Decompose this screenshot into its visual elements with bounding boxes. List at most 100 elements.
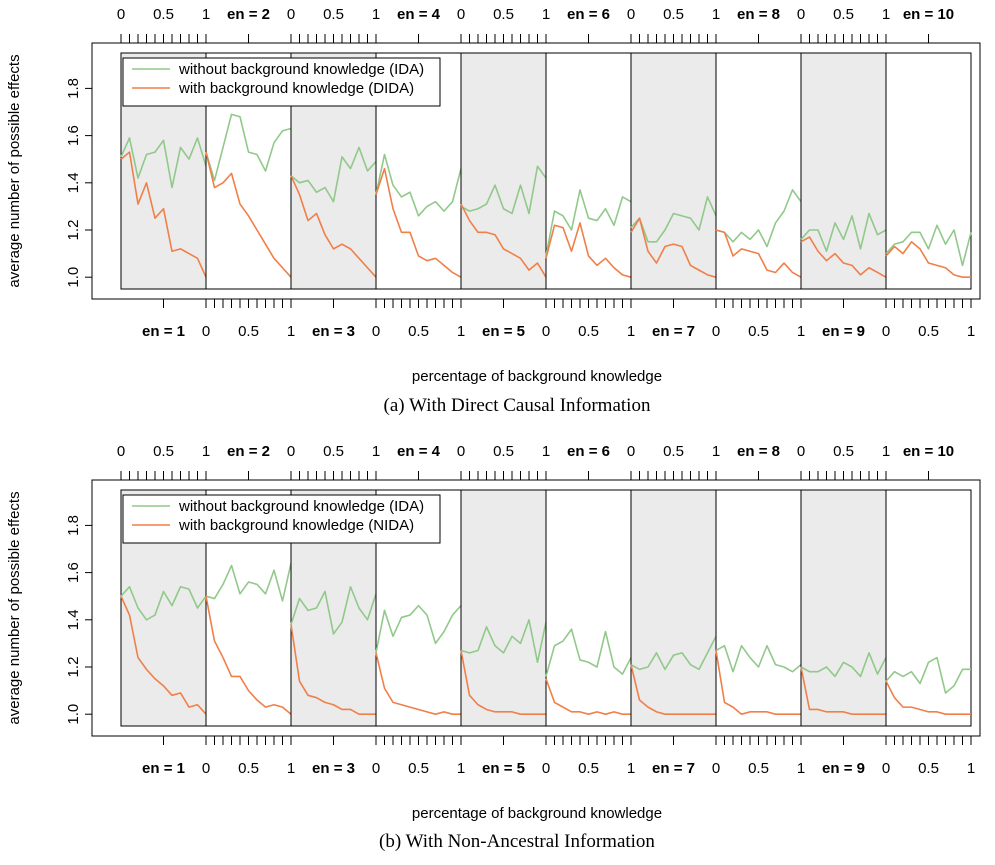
x-tick-label: 1	[967, 760, 975, 777]
x-tick-label: 0	[287, 443, 295, 460]
series-line-nida	[715, 650, 801, 716]
panel-label: en = 7	[652, 323, 695, 340]
legend-entry: with background knowledge (NIDA)	[178, 517, 414, 534]
panel-label: en = 6	[567, 443, 610, 460]
series-line-nida	[800, 666, 886, 716]
series-line-dida	[800, 236, 887, 278]
y-tick-label: 1.8	[65, 78, 82, 99]
series-line-dida	[630, 217, 717, 278]
series-line-ida	[375, 604, 462, 653]
x-tick-label: 1	[627, 323, 635, 340]
panel-background	[460, 489, 547, 727]
series-line-dida	[885, 241, 971, 279]
panel-label: en = 6	[567, 6, 610, 23]
x-tick-label: 0.5	[323, 443, 344, 460]
panel	[715, 34, 802, 308]
panel	[460, 471, 547, 745]
x-tick-label: 0	[202, 760, 210, 777]
y-tick-label: 1.6	[65, 562, 82, 583]
x-tick-label: 0.5	[833, 6, 854, 23]
chart-b	[85, 471, 981, 745]
x-tick-label: 1	[457, 323, 465, 340]
series-line-ida	[630, 196, 717, 243]
series-line-ida	[460, 165, 547, 215]
x-tick-label: 0.5	[748, 760, 769, 777]
panel	[885, 34, 972, 308]
panel-background	[800, 489, 887, 727]
panel-background	[715, 489, 802, 727]
x-axis-label: percentage of background knowledge	[412, 368, 662, 385]
x-tick-label: 1	[542, 6, 550, 23]
x-tick-label: 0	[202, 323, 210, 340]
figure-caption: (b) With Non-Ancestral Information	[379, 831, 655, 852]
series-line-dida	[290, 175, 377, 278]
panel-label: en = 10	[903, 6, 954, 23]
series-line-ida	[375, 153, 462, 217]
x-tick-label: 0	[882, 760, 890, 777]
y-tick-label: 1.6	[65, 125, 82, 146]
y-tick-label: 1.2	[65, 657, 82, 678]
x-tick-label: 0	[287, 6, 295, 23]
x-tick-label: 1	[542, 443, 550, 460]
x-tick-label: 1	[712, 6, 720, 23]
panel	[800, 34, 887, 308]
panel-label: en = 5	[482, 323, 525, 340]
series-line-ida	[205, 562, 292, 602]
x-tick-label: 0	[117, 6, 125, 23]
panel	[885, 471, 972, 745]
panel-label: en = 9	[822, 760, 865, 777]
x-tick-label: 0	[882, 323, 890, 340]
series-line-ida	[290, 146, 377, 203]
panel-background	[885, 489, 972, 727]
x-axis-label: percentage of background knowledge	[412, 805, 662, 822]
x-tick-label: 1	[712, 443, 720, 460]
panel-label: en = 2	[227, 6, 270, 23]
x-tick-label: 0.5	[493, 6, 514, 23]
panel-background	[545, 52, 632, 290]
x-tick-label: 1	[797, 323, 805, 340]
x-tick-label: 0	[542, 760, 550, 777]
series-line-nida	[205, 596, 292, 715]
x-tick-label: 1	[797, 760, 805, 777]
series-line-nida	[120, 595, 207, 715]
panel-label: en = 4	[397, 6, 441, 23]
y-tick-label: 1.0	[65, 704, 82, 725]
series-line-nida	[545, 678, 631, 716]
series-line-dida	[460, 203, 547, 278]
y-tick-label: 1.0	[65, 267, 82, 288]
x-tick-label: 0.5	[408, 323, 429, 340]
x-tick-label: 0	[542, 323, 550, 340]
series-line-ida	[885, 224, 972, 267]
x-tick-label: 0.5	[493, 443, 514, 460]
series-line-ida	[885, 656, 971, 694]
figure-caption: (a) With Direct Causal Information	[384, 395, 651, 416]
series-line-dida	[375, 167, 462, 278]
series-line-dida	[545, 222, 632, 278]
x-tick-label: 0.5	[578, 323, 599, 340]
chart-a	[85, 34, 981, 308]
x-tick-label: 0.5	[323, 6, 344, 23]
panel-label: en = 8	[737, 6, 780, 23]
panel-label: en = 8	[737, 443, 780, 460]
x-tick-label: 0.5	[153, 443, 174, 460]
series-line-ida	[205, 113, 292, 182]
series-line-ida	[460, 618, 547, 664]
y-tick-label: 1.4	[65, 172, 82, 193]
series-line-nida	[375, 652, 461, 716]
panel	[545, 34, 632, 308]
panel-background	[460, 52, 547, 290]
x-tick-label: 1	[287, 323, 295, 340]
series-line-ida	[800, 212, 887, 253]
y-tick-label: 1.2	[65, 220, 82, 241]
x-tick-label: 1	[627, 760, 635, 777]
x-tick-label: 1	[882, 443, 890, 460]
x-tick-label: 1	[882, 6, 890, 23]
panel-background	[630, 489, 717, 727]
panel	[630, 34, 717, 308]
x-tick-label: 1	[457, 760, 465, 777]
x-tick-label: 0	[372, 323, 380, 340]
x-tick-label: 0	[712, 760, 720, 777]
panel	[715, 471, 802, 745]
panel	[800, 471, 887, 745]
panel-label: en = 7	[652, 760, 695, 777]
